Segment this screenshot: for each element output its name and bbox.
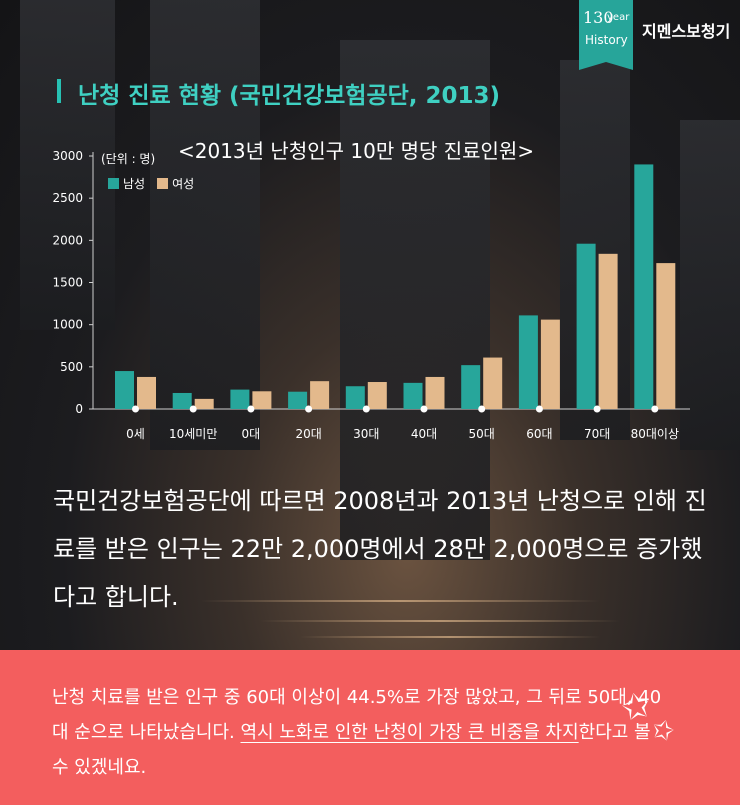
x-tick-dot	[478, 405, 486, 413]
x-tick-dot	[420, 405, 428, 413]
y-tick-label: 500	[60, 360, 83, 374]
x-tick-dot	[593, 405, 601, 413]
chart-legend: 남성 여성	[108, 175, 194, 192]
bar-male	[172, 392, 192, 409]
bar-chart: 0 500 1000 1500 2000 2500 3000 0세 10세미만 0대 20대 30대 4…	[52, 149, 690, 441]
bar-female	[425, 376, 445, 409]
x-tick-label: 30대	[353, 427, 379, 441]
y-tick-label: 2500	[52, 191, 83, 205]
bar-female	[367, 382, 387, 409]
logo-badge	[579, 0, 633, 70]
summary-text-highlight: 역시 노화로 인한 난청이 가장 큰 비중을 차지	[240, 722, 579, 743]
x-tick-dot	[362, 405, 370, 413]
x-tick-label: 80대이상	[631, 427, 679, 441]
summary-text-plain: 난청 치료를 받은 인구 중 60대 이상이 44.5%로 가장 많았고, 그 …	[52, 687, 662, 743]
x-tick-label: 0세	[126, 427, 145, 441]
x-tick-dot	[132, 405, 139, 413]
chart-title: <2013년 난청인구 10만 명당 진료인원>	[178, 139, 535, 163]
building-silhouette	[680, 120, 740, 450]
y-tick-label: 0	[75, 402, 83, 416]
bar-male	[288, 391, 308, 409]
bar-female	[194, 398, 214, 409]
x-tick-dot	[651, 405, 659, 413]
x-tick-label: 10세미만	[169, 427, 217, 441]
bar-female	[598, 253, 618, 409]
x-tick-label: 0대	[242, 427, 261, 441]
x-tick-label: 40대	[411, 427, 437, 441]
building-silhouette	[20, 0, 115, 330]
light-streak	[300, 636, 600, 638]
bar-female	[656, 263, 676, 409]
bar-male	[345, 386, 365, 409]
unit-label: (단위 : 명)	[101, 152, 156, 166]
bar-female	[310, 381, 330, 409]
bar-male	[576, 243, 596, 409]
bar-male	[115, 371, 134, 409]
bar-male	[403, 382, 423, 409]
bar-female	[540, 319, 560, 409]
legend-item-male: 남성	[108, 175, 145, 192]
legend-label-female: 여성	[172, 177, 195, 191]
bar-male	[518, 315, 538, 409]
x-tick-dot	[247, 405, 255, 413]
y-tick-label: 1500	[52, 276, 83, 290]
light-streak	[200, 600, 600, 602]
y-tick-label: 1000	[52, 318, 83, 332]
bar-male	[634, 164, 654, 409]
brand-name: 지멘스보청기	[642, 22, 731, 41]
x-tick-dot	[535, 405, 543, 413]
page-title: 난청 진료 현황 (국민건강보험공단, 2013)	[78, 83, 501, 109]
title-accent-bar	[57, 79, 61, 103]
x-tick-dot	[189, 405, 197, 413]
legend-item-female: 여성	[157, 175, 194, 192]
summary-text: 난청 치료를 받은 인구 중 60대 이상이 44.5%로 가장 많았고, 그 …	[52, 680, 672, 785]
body-paragraph: 국민건강보험공단에 따르면 2008년과 2013년 난청으로 인해 진료를 받…	[53, 487, 707, 611]
logo-number: 130	[583, 8, 614, 27]
light-streak	[260, 620, 620, 622]
x-tick-dot	[305, 405, 313, 413]
summary-text-end: 한다고 볼 수 있겠네요.	[52, 722, 651, 778]
legend-label-male: 남성	[123, 177, 146, 191]
bar-male	[461, 365, 481, 409]
logo-history: History	[585, 33, 628, 47]
building-silhouette	[150, 0, 260, 450]
x-tick-label: 20대	[295, 427, 321, 441]
y-tick-label: 3000	[52, 149, 83, 163]
bar-female	[137, 376, 156, 409]
x-tick-label: 50대	[469, 427, 495, 441]
bar-female	[483, 357, 503, 409]
building-silhouette	[340, 40, 490, 560]
summary-panel	[0, 650, 740, 805]
y-tick-label: 2000	[52, 233, 83, 247]
bar-female	[252, 391, 272, 409]
logo-year: year	[607, 12, 630, 23]
legend-swatch-female	[157, 178, 169, 189]
x-tick-label: 60대	[526, 427, 552, 441]
bar-male	[230, 389, 250, 409]
legend-swatch-male	[108, 178, 119, 189]
x-tick-label: 70대	[584, 427, 610, 441]
